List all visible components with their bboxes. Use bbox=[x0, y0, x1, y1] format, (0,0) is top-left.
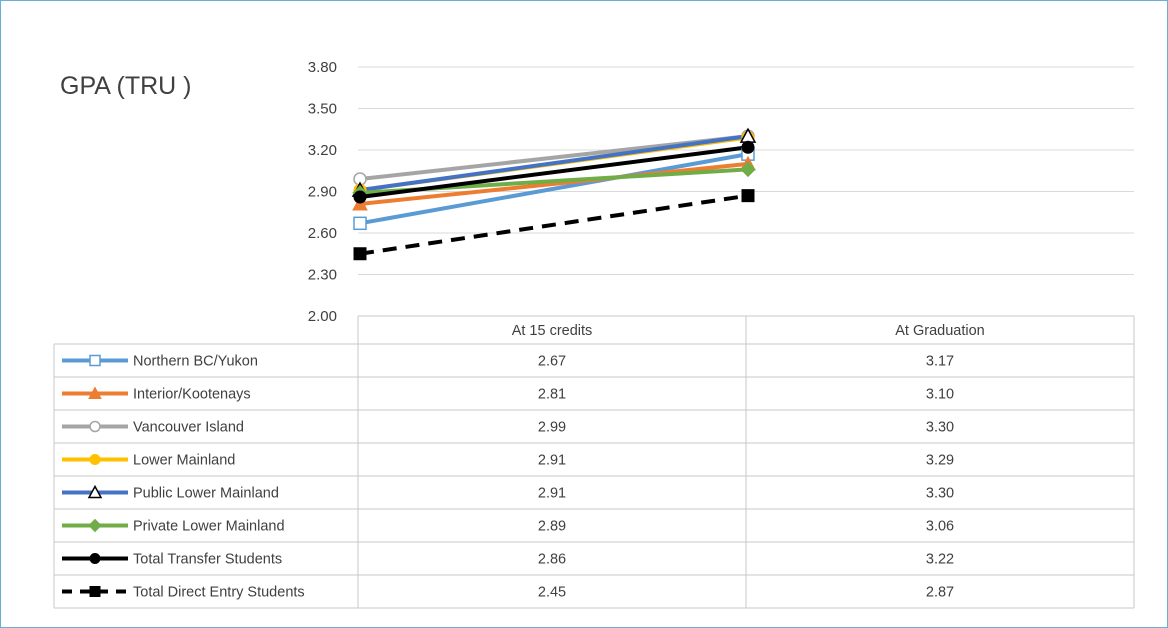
legend-key-marker bbox=[89, 420, 101, 433]
legend-key-marker bbox=[89, 454, 101, 465]
series-line bbox=[359, 152, 749, 226]
series-line bbox=[359, 134, 749, 193]
series-name: Vancouver Island bbox=[133, 420, 244, 436]
legend-key-marker bbox=[89, 354, 101, 367]
y-tick-label: 3.80 bbox=[308, 59, 337, 76]
series-name: Total Transfer Students bbox=[133, 552, 282, 568]
data-value-cell: 2.99 bbox=[538, 420, 566, 436]
legend-key-marker bbox=[88, 518, 102, 533]
legend-key-marker bbox=[88, 386, 102, 399]
data-value-cell: 3.10 bbox=[926, 387, 954, 403]
series-line bbox=[359, 193, 749, 256]
data-point bbox=[741, 189, 755, 203]
data-value-cell: 3.17 bbox=[926, 354, 954, 370]
series-line bbox=[359, 161, 749, 206]
y-tick-label: 2.60 bbox=[308, 225, 337, 242]
data-point bbox=[353, 216, 367, 231]
y-tick-label: 2.00 bbox=[308, 308, 337, 325]
series-name: Lower Mainland bbox=[133, 453, 235, 469]
data-point bbox=[741, 140, 755, 154]
data-value-cell: 2.67 bbox=[538, 354, 566, 370]
y-tick-label: 2.30 bbox=[308, 267, 337, 284]
data-value-cell: 2.86 bbox=[538, 552, 566, 568]
data-value-cell: 3.22 bbox=[926, 552, 954, 568]
data-point bbox=[353, 247, 367, 261]
y-tick-label: 2.90 bbox=[308, 184, 337, 201]
data-value-cell: 3.30 bbox=[926, 486, 954, 502]
chart-title: GPA (TRU ) bbox=[60, 72, 192, 100]
legend-key-marker bbox=[89, 586, 101, 597]
series-name: Private Lower Mainland bbox=[133, 519, 285, 535]
category-label: At 15 credits bbox=[512, 323, 593, 339]
data-value-cell: 2.45 bbox=[538, 585, 566, 601]
data-value-cell: 2.89 bbox=[538, 519, 566, 535]
data-value-cell: 2.81 bbox=[538, 387, 566, 403]
data-value-cell: 3.30 bbox=[926, 420, 954, 436]
data-point bbox=[353, 190, 367, 204]
y-tick-label: 3.50 bbox=[308, 101, 337, 118]
y-tick-label: 3.20 bbox=[308, 142, 337, 159]
series-name: Interior/Kootenays bbox=[133, 387, 251, 403]
category-label: At Graduation bbox=[895, 323, 984, 339]
data-point bbox=[740, 161, 756, 178]
data-value-cell: 2.87 bbox=[926, 585, 954, 601]
data-value-cell: 3.29 bbox=[926, 453, 954, 469]
series-name: Northern BC/Yukon bbox=[133, 354, 258, 370]
data-value-cell: 2.91 bbox=[538, 453, 566, 469]
series-name: Total Direct Entry Students bbox=[133, 585, 305, 601]
legend-key-marker bbox=[87, 484, 103, 499]
data-value-cell: 3.06 bbox=[926, 519, 954, 535]
legend-key-marker bbox=[89, 553, 101, 564]
series-name: Public Lower Mainland bbox=[133, 486, 279, 502]
series-line bbox=[359, 145, 749, 200]
data-value-cell: 2.91 bbox=[538, 486, 566, 502]
